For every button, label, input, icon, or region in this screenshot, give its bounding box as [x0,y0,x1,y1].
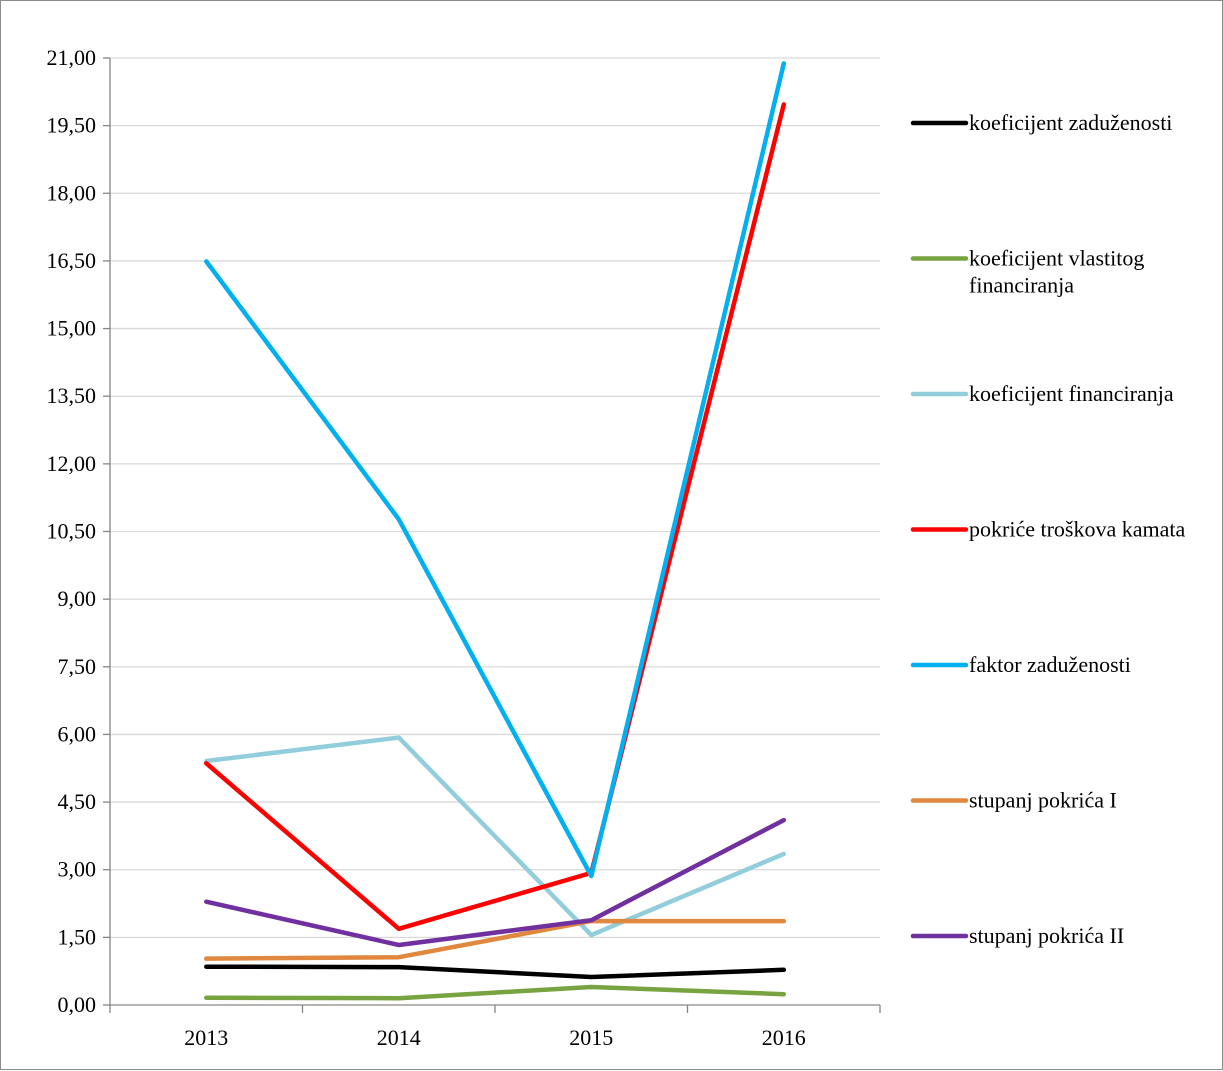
legend: koeficijent zaduženosti koeficijent vlast… [910,110,1185,948]
y-tick-label: 21,00 [47,45,97,70]
y-tick-label: 9,00 [58,586,97,611]
series-line-7 [204,817,787,948]
legend-entry: koeficijent financiranja [910,381,1174,406]
legend-label: stupanj pokrića I [969,788,1117,813]
x-tick-label: 2015 [569,1025,613,1050]
legend-entry: stupanj pokrića II [910,923,1124,948]
y-tick-labels: 0,00 1,50 3,00 4,50 6,00 7,50 9,00 10,50 12,00 13… [47,45,97,1017]
y-tick-label: 4,50 [58,789,97,814]
series-lines [204,61,787,1001]
y-tick-label: 16,50 [47,248,97,273]
legend-label: koeficijent financiranja [969,381,1174,406]
series-line-2 [204,984,787,1001]
x-tick-label: 2016 [762,1025,806,1050]
y-tick-label: 0,00 [58,992,97,1017]
legend-entry: stupanj pokrića I [910,788,1117,813]
legend-label: koeficijent vlastitog financiranja [969,246,1144,298]
legend-label: stupanj pokrića II [969,923,1124,948]
legend-label: faktor zaduženosti [969,652,1131,677]
y-tick-label: 3,00 [58,857,97,882]
y-tick-label: 12,00 [47,451,97,476]
y-tick-label: 19,50 [47,113,97,138]
legend-entry: faktor zaduženosti [910,652,1131,677]
y-tick-label: 1,50 [58,924,97,949]
series-line-4 [204,102,787,932]
legend-label: pokriće troškova kamata [969,517,1185,542]
series-line-3 [204,735,787,938]
legend-label: koeficijent zaduženosti [969,110,1172,135]
legend-entry: koeficijent vlastitog financiranja [910,246,1144,298]
y-tick-label: 18,00 [47,180,97,205]
legend-entry: pokriće troškova kamata [910,517,1185,542]
y-tick-label: 15,00 [47,316,97,341]
x-tick-labels: 2013 2014 2015 2016 [184,1025,806,1050]
x-tick-label: 2013 [184,1025,228,1050]
y-tick-label: 7,50 [58,654,97,679]
series-line-6 [204,918,787,961]
grid-lines [110,57,880,939]
y-tick-label: 10,50 [47,519,97,544]
series-line-1 [204,964,787,980]
axes [103,57,881,1013]
y-tick-label: 13,50 [47,383,97,408]
series-line-5 [204,61,787,879]
legend-entry: koeficijent zaduženosti [910,110,1172,135]
y-tick-label: 6,00 [58,721,97,746]
x-tick-label: 2014 [377,1025,421,1050]
